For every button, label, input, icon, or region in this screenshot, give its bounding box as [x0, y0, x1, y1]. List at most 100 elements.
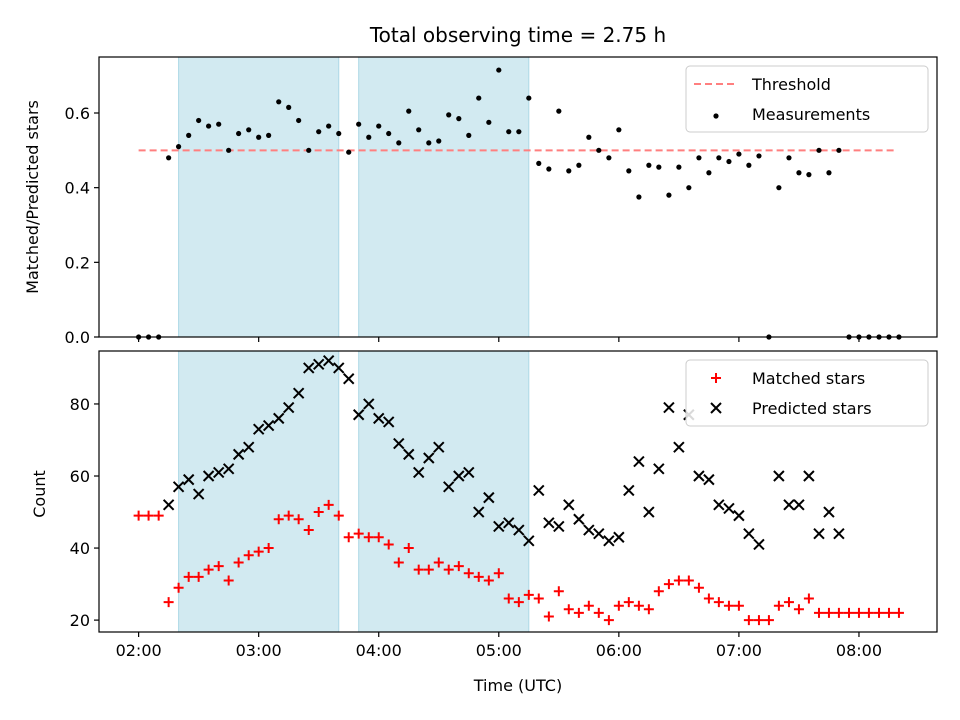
predicted-star-point — [373, 412, 385, 425]
measurement-point — [256, 134, 262, 140]
measurement-point — [516, 129, 522, 135]
measurement-point — [736, 151, 742, 157]
measurement-point — [696, 155, 702, 161]
matched-star-point — [633, 600, 644, 611]
predicted-star-point — [453, 470, 465, 482]
matched-star-point — [843, 607, 854, 618]
predicted-star-point — [533, 484, 545, 497]
matched-star-point — [153, 510, 164, 521]
measurement-point — [606, 155, 612, 161]
predicted-star-point — [693, 470, 705, 482]
predicted-star-point — [273, 412, 285, 425]
matched-star-point — [273, 514, 284, 525]
matched-star-point — [673, 575, 684, 586]
matched-star-point — [713, 597, 724, 608]
predicted-star-point — [563, 499, 575, 511]
measurement-point — [636, 194, 642, 200]
predicted-star-point — [703, 473, 715, 486]
x-tick-label: 08:00 — [836, 641, 882, 660]
predicted-star-point — [463, 466, 475, 479]
y-tick-label: 0.6 — [65, 104, 90, 123]
matched-star-point — [213, 561, 224, 572]
matched-star-point — [353, 528, 364, 539]
predicted-star-point — [172, 481, 185, 493]
matched-star-point — [523, 589, 534, 600]
measurement-point — [706, 170, 712, 176]
y-tick-label: 80 — [70, 395, 90, 414]
measurement-point — [726, 158, 732, 165]
matched-star-point — [753, 615, 764, 626]
predicted-star-point — [222, 463, 235, 475]
matched-star-point — [703, 593, 714, 604]
matched-star-point — [163, 597, 174, 608]
predicted-star-point — [333, 362, 345, 374]
observing-window-band — [178, 56, 340, 338]
measurement-point — [716, 155, 722, 161]
predicted-star-point — [733, 509, 745, 522]
matched-star-point — [863, 607, 874, 618]
measurement-point — [806, 172, 812, 178]
measurement-point — [226, 147, 232, 153]
measurement-point — [306, 147, 312, 153]
measurement-point — [616, 127, 622, 133]
matched-star-point — [563, 604, 574, 615]
measurement-point — [456, 116, 462, 122]
legend-label: Threshold — [751, 75, 831, 94]
predicted-star-point — [723, 502, 735, 515]
y-tick-label: 40 — [70, 539, 90, 558]
predicted-star-point — [613, 531, 625, 543]
matched-star-point — [283, 510, 294, 521]
predicted-star-point — [312, 358, 325, 371]
measurement-point — [796, 170, 802, 176]
x-tick-label: 02:00 — [116, 641, 162, 660]
measurement-point — [656, 164, 662, 170]
predicted-star-point — [382, 416, 395, 428]
predicted-star-point — [413, 466, 425, 479]
matched-star-point — [613, 600, 624, 611]
predicted-star-point — [833, 527, 845, 540]
predicted-star-point — [573, 513, 585, 525]
predicted-star-point — [192, 488, 205, 500]
predicted-star-point — [803, 470, 815, 482]
predicted-star-point — [252, 423, 265, 435]
predicted-star-point — [443, 481, 455, 493]
measurement-point — [416, 127, 422, 133]
matched-star-point — [293, 514, 304, 525]
y-tick-label: 60 — [70, 467, 90, 486]
predicted-star-point — [232, 448, 245, 461]
predicted-star-point — [773, 470, 785, 482]
predicted-star-point — [493, 520, 505, 533]
predicted-star-point — [783, 499, 795, 511]
measurement-point — [586, 134, 592, 140]
legend: Threshold Measurements — [685, 65, 929, 133]
x-tick-label: 06:00 — [596, 641, 642, 660]
measurement-point — [666, 192, 672, 198]
legend-label: Measurements — [752, 105, 870, 124]
matched-star-point — [403, 543, 414, 554]
measurement-point — [556, 108, 562, 114]
matched-star-point — [373, 532, 384, 543]
legend-box — [685, 359, 929, 427]
predicted-star-point — [553, 520, 565, 533]
predicted-star-point — [673, 441, 685, 453]
matched-star-point — [893, 607, 904, 618]
matched-star-point — [513, 597, 524, 608]
measurement-point — [336, 130, 342, 137]
predicted-star-point — [793, 499, 805, 511]
matched-star-point — [253, 546, 264, 557]
measurement-point — [356, 121, 362, 127]
matched-star-point — [533, 593, 544, 604]
observing-window-band — [178, 350, 340, 633]
measurement-point — [676, 164, 682, 170]
matched-star-point — [243, 550, 254, 561]
matched-star-point — [773, 600, 784, 611]
matched-star-point — [363, 532, 374, 543]
matched-star-point — [443, 564, 454, 575]
matched-star-point — [883, 607, 894, 618]
matched-star-point — [133, 510, 144, 521]
measurement-point — [486, 119, 492, 125]
measurement-point — [266, 132, 272, 138]
matched-star-point — [723, 600, 734, 611]
legend-label: Predicted stars — [752, 399, 872, 418]
